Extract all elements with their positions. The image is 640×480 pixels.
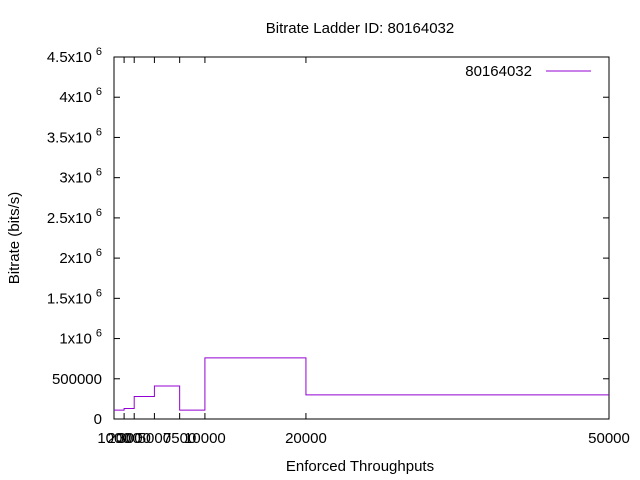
x-tick-label: 10000	[184, 430, 226, 447]
x-tick-label: 50000	[588, 430, 630, 447]
legend-label: 80164032	[465, 63, 532, 80]
y-tick-exponent: 6	[96, 126, 102, 138]
y-tick-label: 1.5x10 6	[47, 287, 102, 307]
y-tick-label: 4.5x10 6	[47, 46, 102, 66]
y-tick-label: 4x10 6	[59, 86, 102, 106]
y-tick-label: 2x10 6	[59, 247, 102, 267]
x-axis-label: Enforced Throughputs	[286, 458, 434, 475]
plot-frame	[113, 56, 610, 420]
y-tick-exponent: 6	[96, 328, 102, 340]
y-tick-exponent: 6	[96, 207, 102, 219]
y-tick-exponent: 6	[96, 46, 102, 58]
y-tick-label: 2.5x10 6	[47, 207, 102, 227]
chart-title: Bitrate Ladder ID: 80164032	[266, 20, 454, 37]
y-tick-label: 0	[94, 411, 102, 428]
y-tick-exponent: 6	[96, 287, 102, 299]
x-tick-label: 7500	[163, 430, 196, 447]
y-tick-exponent: 6	[96, 86, 102, 98]
y-tick-exponent: 6	[96, 167, 102, 179]
x-tick-label: 5000	[138, 430, 171, 447]
x-tick-label: 2000	[107, 430, 140, 447]
series-layer	[114, 357, 609, 411]
legend: 80164032	[465, 63, 591, 80]
x-tick-label: 3000	[118, 430, 151, 447]
y-axis-label: Bitrate (bits/s)	[6, 192, 23, 285]
y-tick-label: 1x10 6	[59, 328, 102, 348]
y-tick-label: 3.5x10 6	[47, 126, 102, 146]
y-tick-label: 3x10 6	[59, 167, 102, 187]
y-tick-exponent: 6	[96, 247, 102, 259]
y-tick-label: 500000	[52, 371, 102, 388]
axis-ticks: 0 500000 1x10 6 1.5x10 6 2x10 6 2.5x10 6 3x10 6 3.5x…	[47, 46, 630, 447]
x-tick-label: 20000	[285, 430, 327, 447]
x-tick-label: 1000	[97, 430, 130, 447]
series-line	[114, 357, 609, 411]
